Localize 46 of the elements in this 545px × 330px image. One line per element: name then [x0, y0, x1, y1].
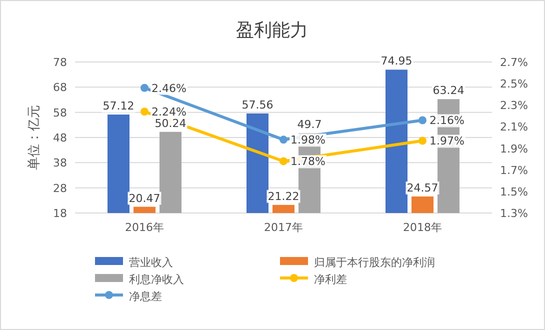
data-label: 24.57 [406, 181, 438, 194]
point [280, 136, 288, 144]
x-tick-label: 2017年 [264, 221, 303, 234]
y2-tick-label: 1.3% [500, 207, 528, 220]
data-label: 57.56 [242, 98, 274, 112]
legend-label: 归属于本行股东的净利润 [314, 256, 435, 269]
y-tick-label: 68 [53, 81, 67, 94]
data-label: 21.22 [268, 190, 300, 203]
data-label: 50.24 [154, 116, 186, 130]
point [418, 136, 426, 145]
y-tick-label: 28 [53, 182, 67, 195]
legend-label: 利息净收入 [129, 273, 184, 286]
data-label: 2.46% [152, 82, 186, 95]
y2-tick-label: 2.5% [500, 78, 528, 91]
y-tick-label: 58 [53, 106, 67, 120]
data-label: 74.95 [380, 54, 412, 68]
y-tick-label: 18 [53, 207, 67, 220]
y2-tick-label: 1.9% [500, 142, 528, 156]
data-label: 2.16% [430, 114, 464, 128]
legend-label: 净息差 [129, 290, 162, 303]
point [280, 157, 288, 166]
y2-tick-label: 1.5% [500, 185, 528, 198]
chart-title: 盈利能力 [236, 20, 308, 41]
point [140, 108, 148, 116]
data-label: 20.47 [128, 192, 160, 205]
legend-label: 营业收入 [129, 256, 173, 269]
data-label: 2.24% [152, 106, 186, 119]
point [418, 116, 426, 124]
y-tick-label: 78 [53, 56, 67, 69]
y-tick-label: 48 [53, 132, 67, 144]
data-label: 1.98% [290, 134, 326, 147]
legend-label: 净利差 [314, 273, 347, 286]
x-tick-label: 2018年 [403, 221, 442, 234]
data-label: 1.97% [430, 134, 464, 148]
data-label: 49.7 [297, 118, 322, 132]
y2-tick-label: 2.3% [500, 99, 528, 112]
y2-tick-label: 2.7% [500, 56, 528, 69]
data-label: 63.24 [432, 84, 464, 98]
data-label: 1.78% [290, 155, 326, 168]
point [140, 84, 148, 92]
y2-tick-label: 2.1% [500, 120, 528, 134]
data-label: 57.12 [102, 100, 134, 113]
y-tick-label: 38 [53, 156, 67, 170]
y-axis-title: 单位：亿元 [27, 105, 42, 170]
x-tick-label: 2016年 [125, 221, 164, 234]
y2-tick-label: 1.7% [500, 164, 528, 177]
